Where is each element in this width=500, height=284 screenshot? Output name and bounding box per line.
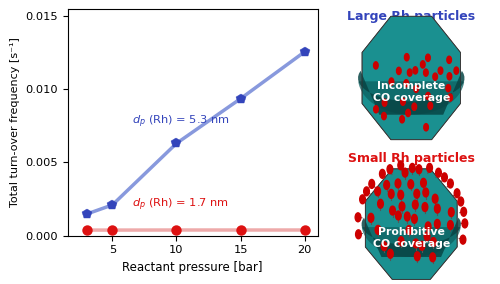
Circle shape — [412, 214, 418, 223]
Circle shape — [396, 67, 401, 74]
Circle shape — [420, 178, 426, 187]
Circle shape — [406, 109, 410, 116]
Text: Large Rh particles: Large Rh particles — [347, 10, 476, 23]
Circle shape — [398, 190, 404, 199]
Circle shape — [355, 213, 361, 222]
Circle shape — [442, 173, 448, 182]
Circle shape — [369, 179, 374, 188]
Circle shape — [419, 241, 425, 250]
Circle shape — [436, 168, 442, 177]
Circle shape — [404, 54, 409, 61]
Circle shape — [423, 188, 428, 197]
Circle shape — [426, 92, 430, 100]
Circle shape — [395, 179, 401, 188]
Polygon shape — [362, 224, 461, 257]
Text: $d_p$ (Rh) = 5.3 nm: $d_p$ (Rh) = 5.3 nm — [132, 114, 230, 130]
X-axis label: Reactant pressure [bar]: Reactant pressure [bar] — [122, 261, 263, 274]
Circle shape — [402, 168, 408, 177]
Polygon shape — [366, 169, 457, 279]
Circle shape — [413, 239, 418, 248]
Circle shape — [388, 189, 394, 198]
Circle shape — [420, 61, 425, 68]
Circle shape — [408, 69, 412, 76]
Text: $d_p$ (Rh) = 1.7 nm: $d_p$ (Rh) = 1.7 nm — [132, 197, 228, 213]
Circle shape — [399, 202, 405, 211]
Circle shape — [461, 207, 466, 216]
Circle shape — [389, 78, 394, 85]
Circle shape — [387, 165, 392, 174]
Circle shape — [462, 219, 468, 228]
Circle shape — [426, 54, 430, 61]
Circle shape — [414, 85, 418, 93]
Circle shape — [424, 124, 428, 131]
Circle shape — [434, 220, 440, 228]
Circle shape — [380, 169, 385, 178]
Circle shape — [414, 252, 420, 261]
Circle shape — [396, 211, 401, 220]
Circle shape — [382, 112, 386, 120]
Circle shape — [446, 85, 450, 92]
Circle shape — [390, 206, 396, 215]
Circle shape — [414, 189, 420, 198]
Circle shape — [375, 225, 381, 234]
Circle shape — [416, 165, 422, 174]
Circle shape — [413, 67, 418, 74]
Circle shape — [368, 213, 374, 222]
Circle shape — [374, 62, 378, 69]
Circle shape — [406, 225, 412, 234]
Circle shape — [412, 103, 416, 110]
Circle shape — [382, 242, 387, 251]
Circle shape — [400, 98, 406, 105]
Y-axis label: Total turn-over frequency [s⁻¹]: Total turn-over frequency [s⁻¹] — [10, 37, 20, 207]
Circle shape — [424, 69, 428, 76]
Text: Incomplete
CO coverage: Incomplete CO coverage — [372, 81, 450, 103]
Polygon shape — [358, 71, 465, 115]
Circle shape — [454, 67, 458, 74]
Circle shape — [432, 194, 438, 203]
Circle shape — [424, 232, 430, 241]
Circle shape — [430, 253, 436, 262]
Circle shape — [448, 221, 454, 229]
Polygon shape — [362, 218, 461, 257]
Circle shape — [398, 161, 404, 170]
Circle shape — [384, 181, 390, 189]
Text: Prohibitive
CO coverage: Prohibitive CO coverage — [372, 227, 450, 249]
Circle shape — [400, 116, 404, 123]
Circle shape — [408, 180, 414, 189]
Circle shape — [404, 80, 408, 87]
Circle shape — [447, 56, 452, 63]
Circle shape — [360, 195, 366, 204]
Polygon shape — [358, 78, 465, 115]
Circle shape — [356, 230, 362, 239]
Circle shape — [428, 102, 432, 109]
Circle shape — [404, 212, 410, 221]
Circle shape — [448, 179, 454, 188]
Circle shape — [412, 200, 418, 209]
Circle shape — [398, 237, 404, 246]
Circle shape — [460, 235, 466, 244]
Circle shape — [448, 208, 454, 217]
Circle shape — [382, 99, 387, 106]
Circle shape — [458, 197, 464, 206]
Circle shape — [375, 187, 380, 196]
Circle shape — [427, 163, 432, 172]
Circle shape — [454, 189, 460, 198]
Circle shape — [422, 202, 428, 212]
Circle shape — [388, 249, 393, 258]
Polygon shape — [362, 16, 460, 140]
Text: Small Rh particles: Small Rh particles — [348, 152, 474, 165]
Circle shape — [447, 73, 452, 80]
Circle shape — [426, 222, 431, 231]
Circle shape — [378, 199, 384, 208]
Circle shape — [438, 67, 443, 74]
Circle shape — [433, 73, 438, 80]
Circle shape — [364, 187, 370, 196]
Circle shape — [448, 94, 452, 101]
Circle shape — [374, 106, 378, 113]
Circle shape — [410, 164, 415, 172]
Circle shape — [434, 204, 440, 213]
Circle shape — [430, 238, 436, 247]
